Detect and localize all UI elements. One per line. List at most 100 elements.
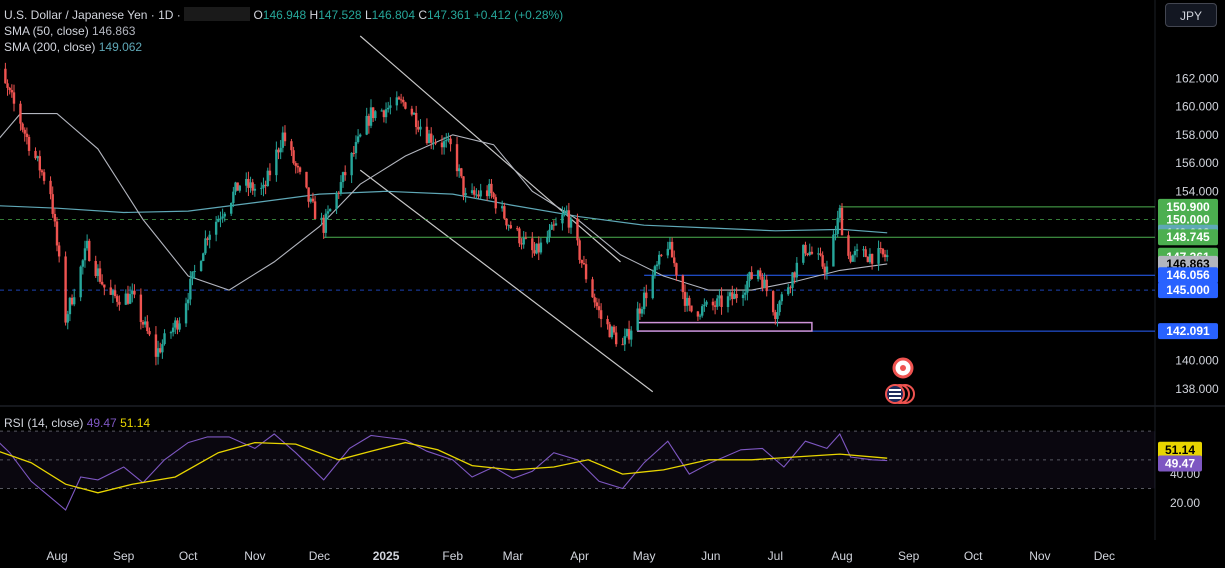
candle-body (154, 334, 158, 357)
candle-body (744, 292, 747, 295)
rsi-ma-badge: 51.14 (1165, 443, 1195, 457)
rsi-badge-bg (1158, 455, 1202, 472)
candle-body (756, 270, 760, 279)
candle-body (870, 253, 874, 264)
sma50-legend[interactable]: SMA (50, close) 146.863 (4, 24, 135, 39)
price-tick-label: 154.000 (1175, 184, 1219, 198)
open-label: O (253, 8, 263, 22)
candle-body (369, 107, 373, 126)
candle-body (855, 249, 859, 252)
candle-body (537, 243, 540, 253)
candle-body (565, 210, 568, 213)
candle-body (171, 327, 175, 333)
candle-body (625, 329, 629, 337)
level-label-150000: 150.000 (1166, 213, 1210, 227)
candle-body (371, 107, 375, 119)
candle-body (410, 108, 414, 115)
candle-body (735, 293, 738, 299)
candle-body (821, 255, 824, 267)
candle-body (507, 225, 510, 227)
rsi-label: RSI (14, close) (4, 416, 84, 430)
candle-body (720, 295, 723, 307)
time-tick-label: Oct (964, 549, 983, 563)
candle-body (275, 149, 278, 176)
candle-body (787, 287, 790, 295)
rsi-ma-line (0, 441, 888, 494)
candle-body (81, 260, 85, 267)
candle-body (759, 270, 762, 277)
candle-body (823, 266, 826, 273)
candle-body (791, 272, 794, 288)
level-label-145000: 145.000 (1166, 283, 1210, 297)
currency-button[interactable]: JPY (1165, 3, 1217, 27)
candle-body (681, 275, 685, 293)
rsi-legend[interactable]: RSI (14, close) 49.47 51.14 (4, 416, 150, 431)
candle-body (599, 310, 603, 319)
candle-body (292, 150, 295, 164)
candle-body (817, 253, 820, 255)
candle-body (726, 296, 730, 307)
candle-body (365, 115, 368, 135)
candle-body (176, 320, 179, 330)
candle-body (202, 253, 205, 262)
candle-body (539, 242, 543, 253)
candle-body (57, 245, 61, 257)
candle-body (313, 201, 317, 219)
high-label: H (309, 8, 319, 22)
candle-body (178, 323, 181, 330)
candle-body (638, 308, 642, 314)
candle-body (460, 168, 463, 177)
candle-body (432, 142, 435, 144)
low-label: L (364, 8, 372, 22)
candle-body (673, 257, 676, 264)
candle-body (533, 250, 536, 254)
candle-body (64, 256, 67, 323)
candle-body (584, 264, 588, 280)
sma200-value: 149.062 (98, 40, 143, 54)
candle-body (698, 315, 702, 317)
level-label-148745: 148.745 (1166, 230, 1210, 244)
sma200-legend[interactable]: SMA (200, close) 149.062 (4, 40, 142, 55)
candle-body (849, 255, 852, 262)
candle-body (688, 297, 691, 306)
candle-body (382, 110, 386, 118)
candle-body (309, 198, 312, 202)
candle-body (576, 218, 579, 241)
candle-body (111, 290, 115, 295)
candle-body (836, 217, 839, 234)
candle-body (464, 193, 467, 196)
candle-body (126, 293, 130, 304)
candle-body (339, 182, 343, 194)
candle-body (655, 264, 659, 267)
candle-body (88, 240, 91, 261)
candle-body (492, 193, 495, 198)
candle-body (51, 194, 54, 214)
candle-body (118, 301, 121, 305)
sma50-label: SMA (50, close) (4, 24, 89, 38)
symbol-title: U.S. Dollar / Japanese Yen · 1D · (4, 8, 181, 22)
candle-body (156, 348, 160, 357)
candle-body (810, 251, 814, 254)
candle-body (614, 332, 618, 345)
candle-body (567, 210, 571, 228)
level-label-150000-bg (1158, 211, 1218, 228)
candle-body (352, 152, 355, 154)
candle-body (642, 292, 646, 310)
price-tick-label: 140.000 (1175, 354, 1219, 368)
candle-body (473, 190, 476, 195)
candle-body (761, 276, 764, 288)
candle-body (462, 176, 465, 196)
candle-body (806, 253, 809, 255)
candle-body (718, 295, 721, 299)
symbol-legend[interactable]: U.S. Dollar / Japanese Yen · 1D · O146.9… (4, 7, 563, 23)
candle-body (169, 332, 173, 334)
candle-body (268, 170, 272, 176)
level-label-150900: 150.900 (1166, 200, 1210, 214)
flag-stripe (889, 393, 901, 395)
rsi-badge: 49.47 (1165, 456, 1195, 470)
candle-body (324, 213, 328, 233)
candle-body (419, 126, 422, 130)
candle-body (66, 314, 69, 323)
